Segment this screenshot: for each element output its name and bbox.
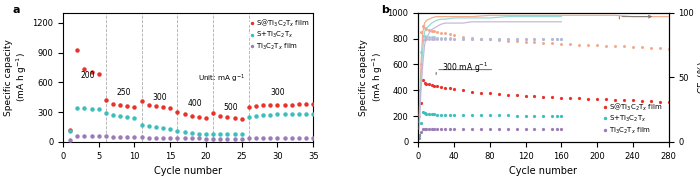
Text: b: b: [381, 5, 388, 15]
Legend: S@Ti$_3$C$_2$T$_x$ film, S+Ti$_3$C$_2$T$_x$, Ti$_3$C$_2$T$_x$ film: S@Ti$_3$C$_2$T$_x$ film, S+Ti$_3$C$_2$T$…: [248, 15, 312, 55]
Text: 250: 250: [116, 88, 131, 97]
Text: 300 mA g$^{-1}$: 300 mA g$^{-1}$: [442, 60, 488, 75]
Legend: S@Ti$_3$C$_2$T$_x$ film, S+Ti$_3$C$_2$T$_x$, Ti$_3$C$_2$T$_x$ film: S@Ti$_3$C$_2$T$_x$ film, S+Ti$_3$C$_2$T$…: [601, 99, 665, 139]
Y-axis label: Specific capacity
(mA h g$^{-1}$): Specific capacity (mA h g$^{-1}$): [359, 39, 385, 116]
Text: a: a: [13, 5, 20, 15]
Y-axis label: CE$_i$ (%): CE$_i$ (%): [696, 60, 700, 94]
Text: Unit: mA g$^{-1}$: Unit: mA g$^{-1}$: [198, 72, 246, 85]
Text: 500: 500: [224, 103, 238, 112]
Text: 300: 300: [270, 88, 285, 97]
Text: 300: 300: [152, 93, 167, 102]
X-axis label: Cycle number: Cycle number: [510, 166, 578, 176]
X-axis label: Cycle number: Cycle number: [154, 166, 222, 176]
Text: 200: 200: [80, 71, 95, 80]
Y-axis label: Specific capacity
(mA h g$^{-1}$): Specific capacity (mA h g$^{-1}$): [4, 39, 29, 116]
Text: 400: 400: [188, 99, 202, 108]
